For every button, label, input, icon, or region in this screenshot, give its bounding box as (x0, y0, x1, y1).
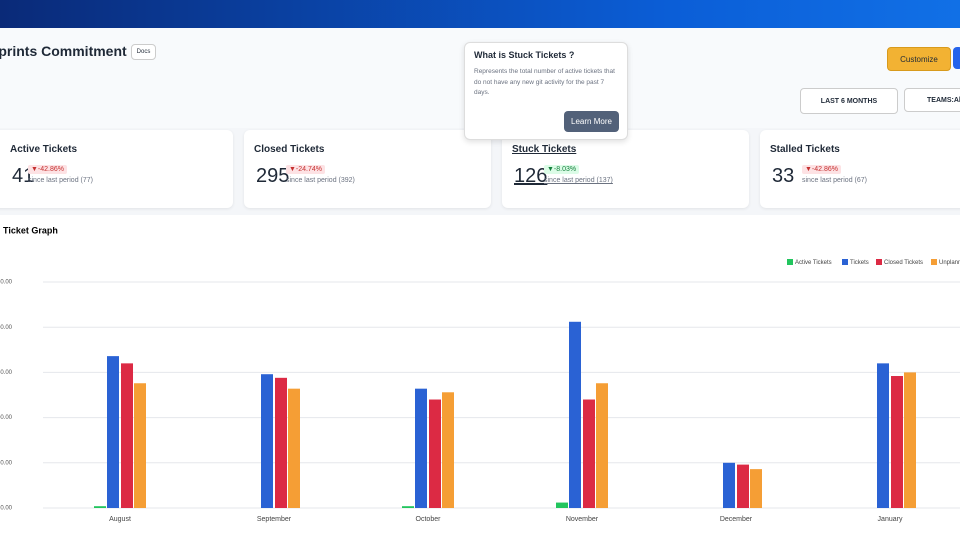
y-tick-label: 100.00 (0, 415, 13, 421)
bar (891, 376, 903, 508)
tooltip-title: What is Stuck Tickets ? (474, 50, 575, 60)
card-label: Stalled Tickets (770, 144, 840, 155)
card-change: ▼-24.74% (286, 165, 326, 174)
x-tick-label: December (720, 516, 753, 523)
card-value: 126 (514, 165, 548, 187)
legend-swatch (787, 259, 793, 265)
card-label: Closed Tickets (254, 144, 325, 155)
bar (94, 506, 106, 508)
x-tick-label: August (109, 516, 131, 523)
y-tick-label: 250.00 (0, 280, 13, 286)
bar (415, 388, 427, 508)
legend-swatch (876, 259, 882, 265)
tooltip-text: Represents the total number of active ti… (474, 68, 615, 96)
bar (904, 372, 916, 508)
y-tick-label: 50.00 (0, 460, 13, 466)
bar (737, 464, 749, 508)
card-since: since last period (77) (28, 177, 93, 184)
top-bar (0, 0, 960, 28)
bar (121, 363, 133, 508)
bar (429, 399, 441, 508)
bar (442, 392, 454, 508)
legend-label: Active Tickets (795, 260, 832, 266)
bar (107, 356, 119, 508)
chart-panel: Ticket Graph 0.00 50.00 100.00 150.00 200.00… (0, 215, 960, 540)
bar (569, 321, 581, 508)
card-since: since last period (67) (802, 177, 867, 184)
chart-title: Ticket Graph (3, 225, 58, 235)
card-value: 295 (256, 165, 290, 187)
docs-button[interactable]: Docs (131, 44, 156, 60)
card-value: 33 (772, 165, 795, 187)
card-since: since last period (392) (286, 177, 355, 184)
bar (288, 388, 300, 508)
stat-card: Stalled Tickets 33 ▼-42.86% since last peri… (760, 130, 960, 208)
bar (402, 506, 414, 508)
bar (556, 502, 568, 508)
card-label: Stuck Tickets (512, 144, 577, 155)
y-tick-label: 150.00 (0, 370, 13, 376)
x-tick-label: November (566, 516, 599, 523)
stat-card: Active Tickets 41 ▼-42.86% since last perio… (0, 130, 233, 208)
bar (583, 399, 595, 508)
customize-button[interactable]: Customize (887, 47, 951, 71)
bar (596, 383, 608, 508)
bar (134, 383, 146, 508)
bar (750, 469, 762, 508)
bar (877, 363, 889, 508)
chart: Ticket Graph 0.00 50.00 100.00 150.00 200.00… (0, 225, 960, 523)
button-edge[interactable] (953, 47, 960, 69)
card-change: ▼-8.03% (544, 165, 580, 174)
stat-card: Stuck Tickets 126 ▼-8.03% since last period… (502, 130, 749, 208)
x-tick-label: September (257, 516, 292, 523)
legend-label: Closed Tickets (884, 260, 923, 266)
teams-button[interactable]: TEAMS:All (904, 88, 960, 112)
legend-swatch (842, 259, 848, 265)
card-change: ▼-42.86% (802, 165, 842, 174)
legend-label: Unplanned Tickets (939, 260, 960, 266)
y-tick-label: 0.00 (0, 506, 12, 512)
y-tick-label: 200.00 (0, 325, 13, 331)
x-tick-label: January (878, 516, 903, 523)
legend-swatch (931, 259, 937, 265)
x-tick-label: October (416, 516, 442, 523)
learn-more-button[interactable]: Learn More (564, 111, 619, 132)
tooltip: What is Stuck Tickets ? Represents the t… (464, 42, 628, 140)
legend-label: Tickets (850, 260, 869, 266)
card-change: ▼-42.86% (28, 165, 68, 174)
card-label: Active Tickets (10, 144, 78, 155)
page-title: Sprints Commitment (0, 43, 127, 59)
bar (261, 374, 273, 508)
bar (723, 462, 735, 508)
range-button[interactable]: LAST 6 MONTHS (800, 88, 898, 114)
stat-card: Closed Tickets 295 ▼-24.74% since last peri… (244, 130, 491, 208)
bar (275, 377, 287, 508)
card-since: since last period (137) (544, 177, 613, 184)
